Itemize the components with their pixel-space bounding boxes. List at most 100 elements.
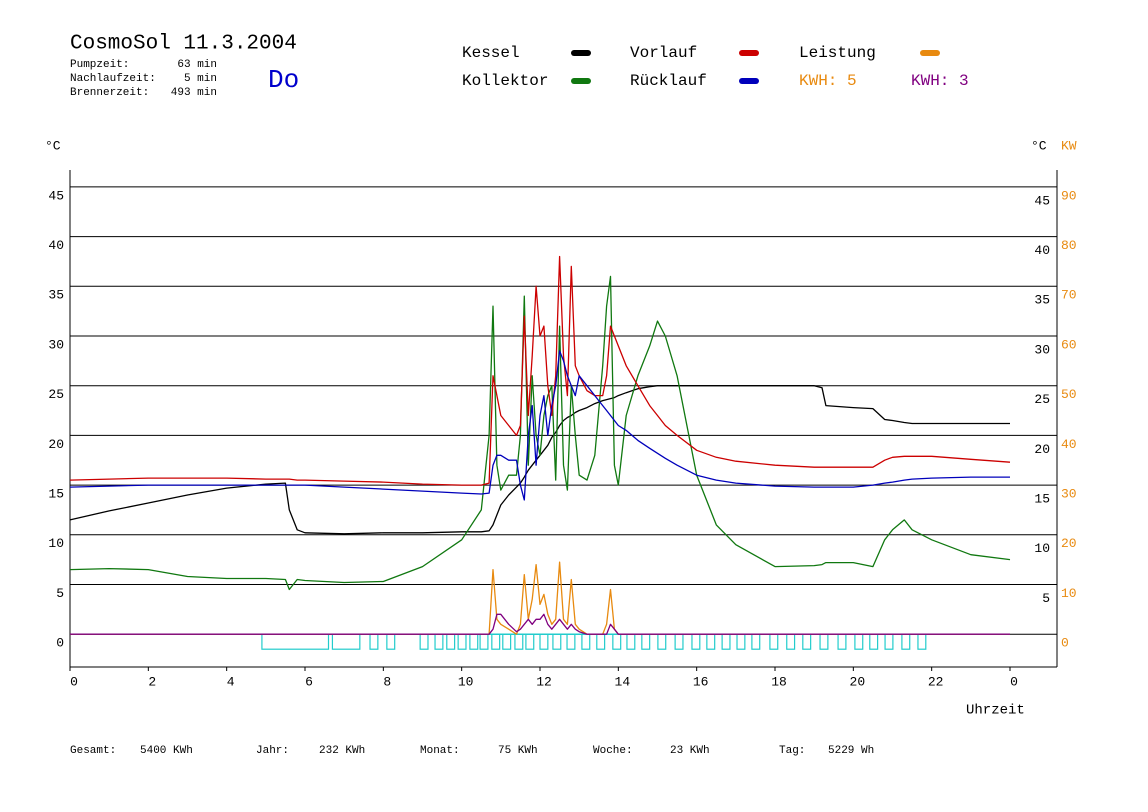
footer-label: Monat: bbox=[420, 745, 460, 757]
x-tick-label: 6 bbox=[305, 674, 313, 689]
burner-period bbox=[369, 633, 379, 650]
x-tick-label: 4 bbox=[227, 674, 235, 689]
burner-period bbox=[769, 633, 779, 650]
y2-tick-label: 80 bbox=[1061, 238, 1077, 253]
legend-label: Kollektor bbox=[462, 72, 548, 90]
y-tick-label: 20 bbox=[48, 437, 64, 452]
burner-period bbox=[581, 633, 591, 650]
y-tick-label: 25 bbox=[48, 387, 64, 402]
burner-period bbox=[691, 633, 701, 650]
info-value: 5 min bbox=[184, 73, 217, 85]
y-unit: °C bbox=[45, 138, 61, 153]
footer-value: 75 KWh bbox=[498, 745, 538, 757]
x-tick-label: 22 bbox=[928, 674, 944, 689]
y2-tick-label: 0 bbox=[1061, 636, 1069, 651]
burner-period bbox=[386, 633, 396, 650]
x-tick-label: 0 bbox=[1010, 674, 1018, 689]
legend-note: KWH: 3 bbox=[911, 72, 969, 90]
x-tick-label: 0 bbox=[70, 674, 78, 689]
burner-period bbox=[469, 633, 479, 650]
y-tick-label-right: 30 bbox=[1034, 342, 1050, 357]
burner-period bbox=[751, 633, 761, 650]
footer-value: 5229 Wh bbox=[828, 745, 874, 757]
series-line bbox=[70, 613, 1010, 635]
burner-period bbox=[525, 633, 535, 650]
y2-tick-label: 60 bbox=[1061, 337, 1077, 352]
y2-tick-label: 40 bbox=[1061, 437, 1077, 452]
y-tick-label: 0 bbox=[56, 636, 64, 651]
series-line bbox=[70, 561, 1010, 635]
x-tick-label: 10 bbox=[458, 674, 474, 689]
burner-period bbox=[674, 633, 684, 650]
burner-period bbox=[596, 633, 606, 650]
info-label: Pumpzeit: bbox=[70, 59, 129, 71]
footer-label: Woche: bbox=[593, 745, 633, 757]
y2-tick-label: 90 bbox=[1061, 188, 1077, 203]
y-tick-label: 10 bbox=[48, 536, 64, 551]
y-tick-label-right: 45 bbox=[1034, 193, 1050, 208]
series-line bbox=[69, 275, 1011, 591]
info-label: Brennerzeit: bbox=[70, 87, 149, 99]
y-tick-label-right: 10 bbox=[1034, 541, 1050, 556]
info-label: Nachlaufzeit: bbox=[70, 73, 156, 85]
burner-period bbox=[736, 633, 746, 650]
legend-note: KWH: 5 bbox=[799, 72, 857, 90]
burner-period bbox=[869, 633, 879, 650]
y2-tick-label: 20 bbox=[1061, 536, 1077, 551]
burner-period bbox=[837, 633, 847, 650]
y-tick-label: 35 bbox=[48, 288, 64, 303]
burner-period bbox=[802, 633, 812, 650]
burner-period bbox=[479, 633, 489, 650]
burner-period bbox=[552, 633, 562, 650]
series-line bbox=[69, 350, 1010, 501]
burner-period bbox=[514, 633, 524, 650]
x-tick-label: 20 bbox=[850, 674, 866, 689]
x-tick-label: 14 bbox=[615, 674, 631, 689]
x-axis-label: Uhrzeit bbox=[966, 703, 1025, 719]
legend-label: Kessel bbox=[462, 44, 520, 62]
chart-title: CosmoSol 11.3.2004 bbox=[70, 33, 297, 56]
burner-period bbox=[706, 633, 716, 650]
burner-period bbox=[434, 633, 444, 650]
burner-period bbox=[446, 633, 456, 650]
y-tick-label-right: 40 bbox=[1034, 243, 1050, 258]
y-tick-label: 45 bbox=[48, 188, 64, 203]
y2-unit: KW bbox=[1061, 138, 1077, 153]
y-tick-label: 15 bbox=[48, 487, 64, 502]
footer-value: 23 KWh bbox=[670, 745, 710, 757]
footer-value: 5400 KWh bbox=[140, 745, 193, 757]
burner-period bbox=[657, 633, 667, 650]
burner-period bbox=[261, 633, 330, 650]
x-tick-label: 16 bbox=[693, 674, 709, 689]
x-tick-label: 2 bbox=[148, 674, 156, 689]
burner-period bbox=[901, 633, 911, 650]
legend-label: Vorlauf bbox=[630, 44, 697, 62]
burner-period bbox=[819, 633, 829, 650]
footer-label: Tag: bbox=[779, 745, 805, 757]
footer-label: Jahr: bbox=[256, 745, 289, 757]
y-tick-label-right: 25 bbox=[1034, 392, 1050, 407]
y-unit-right: °C bbox=[1031, 138, 1047, 153]
x-tick-label: 8 bbox=[383, 674, 391, 689]
y-tick-label-right: 35 bbox=[1034, 293, 1050, 308]
burner-period bbox=[854, 633, 864, 650]
legend-label: Leistung bbox=[799, 44, 876, 62]
series-line bbox=[69, 255, 1011, 486]
info-value: 493 min bbox=[171, 87, 217, 99]
burner-period bbox=[331, 633, 361, 650]
burner-period bbox=[539, 633, 549, 650]
burner-period bbox=[786, 633, 796, 650]
footer-label: Gesamt: bbox=[70, 745, 116, 757]
burner-period bbox=[641, 633, 651, 650]
y-tick-label-right: 15 bbox=[1034, 492, 1050, 507]
burner-period bbox=[626, 633, 636, 650]
y-tick-label-right: 5 bbox=[1042, 591, 1050, 606]
series-line bbox=[69, 385, 1010, 535]
legend-label: Rücklauf bbox=[630, 72, 707, 90]
y2-tick-label: 70 bbox=[1061, 288, 1077, 303]
burner-period bbox=[566, 633, 576, 650]
burner-period bbox=[457, 633, 467, 650]
burner-period bbox=[612, 633, 622, 650]
